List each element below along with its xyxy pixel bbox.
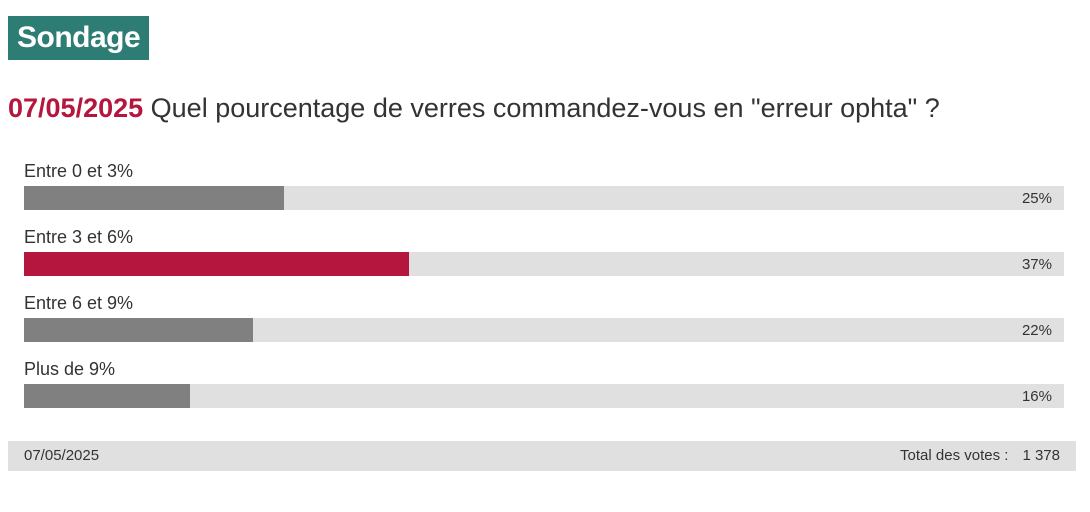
bar-track: 37% [24,252,1064,276]
poll-answer: Entre 6 et 9% 22% [24,288,1064,354]
poll-answer: Entre 0 et 3% 25% [24,156,1064,222]
total-votes-label: Total des votes : [900,447,1009,464]
bar-percentage: 16% [1021,388,1052,405]
answer-label: Entre 0 et 3% [24,161,134,181]
bar-fill [24,318,253,342]
bar-fill [24,252,409,276]
bar-percentage: 22% [1021,322,1052,339]
total-votes: Total des votes : 1 378 [900,441,1060,471]
poll-answer: Plus de 9% 16% [24,354,1064,420]
bar-percentage: 37% [1021,256,1052,273]
answer-label: Entre 3 et 6% [24,227,134,247]
footer-date: 07/05/2025 [24,447,100,464]
bar-track: 25% [24,186,1064,210]
poll-footer: 07/05/2025 Total des votes : 1 378 [8,441,1076,471]
question-date: 07/05/2025 [8,93,144,123]
answer-label: Plus de 9% [24,359,116,379]
answer-label: Entre 6 et 9% [24,293,134,313]
poll-results: Entre 0 et 3% 25% Entre 3 et 6% 37% Entre 6 … [24,156,1064,420]
total-votes-count: 1 378 [1022,447,1060,464]
poll-badge: Sondage [8,16,150,60]
bar-track: 16% [24,384,1064,408]
poll-answer: Entre 3 et 6% 37% [24,222,1064,288]
question-text: Quel pourcentage de verres commandez-vou… [150,93,940,123]
bar-fill [24,186,284,210]
poll-question: 07/05/2025 Quel pourcentage de verres co… [8,90,1078,126]
bar-fill [24,384,191,408]
bar-percentage: 25% [1021,190,1052,207]
bar-track: 22% [24,318,1064,342]
